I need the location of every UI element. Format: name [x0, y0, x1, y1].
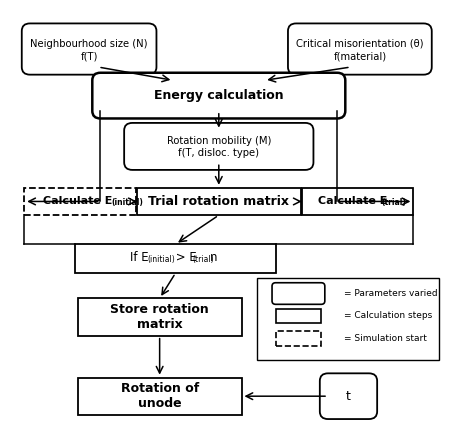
Text: Energy calculation: Energy calculation	[154, 89, 283, 102]
Text: (initial): (initial)	[111, 198, 143, 207]
FancyBboxPatch shape	[92, 73, 345, 119]
FancyBboxPatch shape	[288, 23, 432, 75]
Text: Rotation of
unode: Rotation of unode	[120, 382, 199, 410]
Text: Trial rotation matrix: Trial rotation matrix	[148, 195, 289, 208]
Text: f(T, disloc. type): f(T, disloc. type)	[178, 148, 259, 158]
FancyBboxPatch shape	[302, 188, 413, 215]
FancyBboxPatch shape	[137, 188, 301, 215]
Text: (initial): (initial)	[147, 255, 175, 264]
FancyBboxPatch shape	[78, 299, 242, 336]
Text: = Simulation start: = Simulation start	[344, 334, 427, 343]
Text: If E: If E	[130, 251, 149, 264]
FancyBboxPatch shape	[22, 23, 156, 75]
Text: n: n	[210, 251, 218, 264]
FancyBboxPatch shape	[124, 123, 313, 170]
Text: > E: > E	[172, 251, 197, 264]
Text: Critical misorientation (θ): Critical misorientation (θ)	[296, 39, 424, 49]
Text: Neighbourhood size (N): Neighbourhood size (N)	[30, 39, 148, 49]
Text: (trial): (trial)	[193, 255, 215, 264]
Text: Calculate E: Calculate E	[319, 196, 388, 206]
Text: = Calculation steps: = Calculation steps	[344, 311, 432, 321]
FancyBboxPatch shape	[257, 278, 439, 360]
Text: Calculate E: Calculate E	[43, 196, 112, 206]
FancyBboxPatch shape	[78, 377, 242, 415]
Text: = Parameters varied: = Parameters varied	[344, 289, 438, 298]
Text: (trial): (trial)	[381, 198, 406, 207]
FancyBboxPatch shape	[24, 188, 136, 215]
Text: t: t	[346, 390, 351, 403]
FancyBboxPatch shape	[75, 244, 276, 273]
Text: Rotation mobility (M): Rotation mobility (M)	[166, 136, 271, 146]
FancyBboxPatch shape	[272, 283, 325, 304]
FancyBboxPatch shape	[320, 374, 377, 419]
Text: f(material): f(material)	[333, 52, 386, 62]
Text: Store rotation
matrix: Store rotation matrix	[110, 303, 209, 331]
Text: f(T): f(T)	[81, 52, 98, 62]
FancyBboxPatch shape	[276, 331, 321, 346]
FancyBboxPatch shape	[276, 309, 321, 323]
